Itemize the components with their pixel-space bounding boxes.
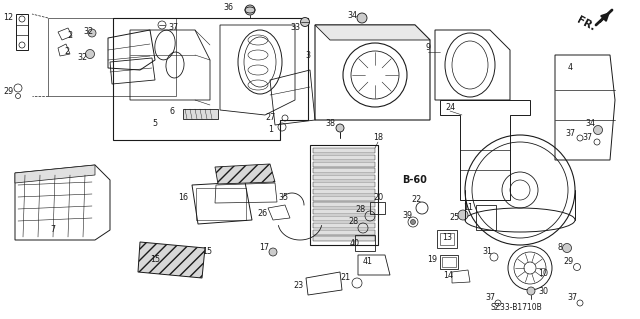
Text: 25: 25 <box>450 213 460 222</box>
Bar <box>313 189 375 194</box>
Text: 37: 37 <box>565 130 575 138</box>
Polygon shape <box>215 164 275 184</box>
Text: 23: 23 <box>293 280 303 290</box>
Circle shape <box>269 248 277 256</box>
Bar <box>440 255 458 269</box>
Bar <box>310 145 378 245</box>
Text: 14: 14 <box>443 271 453 280</box>
Text: 32: 32 <box>83 26 93 35</box>
Text: 31: 31 <box>482 248 492 256</box>
Text: 7: 7 <box>51 226 56 234</box>
Text: 15: 15 <box>150 256 160 264</box>
Text: 11: 11 <box>463 204 473 212</box>
Bar <box>313 202 375 207</box>
Text: 28: 28 <box>355 205 365 214</box>
Text: 13: 13 <box>442 233 452 241</box>
Circle shape <box>593 125 602 135</box>
Text: 30: 30 <box>538 286 548 295</box>
Text: 9: 9 <box>426 43 431 53</box>
Bar <box>313 148 375 153</box>
Bar <box>313 182 375 187</box>
Text: 37: 37 <box>567 293 577 302</box>
Polygon shape <box>138 242 205 278</box>
Circle shape <box>458 210 468 220</box>
Text: 20: 20 <box>373 192 383 202</box>
Text: 21: 21 <box>340 273 350 283</box>
Text: 34: 34 <box>347 11 357 19</box>
Text: 1: 1 <box>269 125 273 135</box>
Text: 28: 28 <box>348 218 358 226</box>
Text: 24: 24 <box>445 102 455 112</box>
Bar <box>476 205 496 230</box>
Bar <box>313 155 375 160</box>
Bar <box>440 233 454 245</box>
Bar <box>313 216 375 221</box>
Text: 37: 37 <box>582 133 592 143</box>
Text: FR.: FR. <box>575 15 597 33</box>
Text: 16: 16 <box>178 192 188 202</box>
Text: 10: 10 <box>538 269 548 278</box>
Text: 27: 27 <box>265 114 275 122</box>
Text: 37: 37 <box>168 24 178 33</box>
Bar <box>370 202 385 214</box>
Text: 34: 34 <box>585 118 595 128</box>
Circle shape <box>357 13 367 23</box>
Text: 36: 36 <box>223 4 233 12</box>
Circle shape <box>301 18 310 26</box>
Circle shape <box>245 5 255 15</box>
Circle shape <box>86 49 95 58</box>
Text: 29: 29 <box>3 87 13 97</box>
Bar <box>313 223 375 228</box>
Polygon shape <box>315 25 430 40</box>
Bar <box>313 175 375 180</box>
Text: 33: 33 <box>290 24 300 33</box>
Bar <box>313 196 375 201</box>
Text: 37: 37 <box>485 293 495 302</box>
Text: 38: 38 <box>325 118 335 128</box>
Bar <box>313 209 375 214</box>
Bar <box>313 236 375 241</box>
Bar <box>313 162 375 167</box>
Text: 41: 41 <box>363 257 373 266</box>
Circle shape <box>563 243 572 253</box>
Bar <box>48 18 176 96</box>
Text: 32: 32 <box>77 54 87 63</box>
Text: 17: 17 <box>259 243 269 253</box>
Text: 15: 15 <box>202 248 212 256</box>
Bar <box>437 230 457 248</box>
Bar <box>313 230 375 234</box>
Circle shape <box>410 219 415 225</box>
Bar <box>442 257 456 267</box>
Bar <box>313 168 375 174</box>
Bar <box>183 109 218 119</box>
Text: 39: 39 <box>402 211 412 219</box>
Text: 29: 29 <box>563 257 573 266</box>
Text: 4: 4 <box>568 63 573 72</box>
Bar <box>196 188 246 220</box>
Text: 35: 35 <box>278 194 288 203</box>
Circle shape <box>336 124 344 132</box>
Text: B-60: B-60 <box>403 175 428 185</box>
Text: 6: 6 <box>170 108 175 116</box>
Text: 2: 2 <box>67 32 72 41</box>
Text: 26: 26 <box>257 209 267 218</box>
Text: 2: 2 <box>65 48 70 56</box>
Text: 19: 19 <box>427 256 437 264</box>
Text: 18: 18 <box>373 132 383 142</box>
Text: 3: 3 <box>305 50 310 60</box>
Text: 22: 22 <box>411 196 421 204</box>
Circle shape <box>88 29 96 37</box>
Text: 12: 12 <box>3 13 13 23</box>
Text: SZ33-B1710B: SZ33-B1710B <box>490 303 542 313</box>
Polygon shape <box>15 165 95 183</box>
Circle shape <box>527 287 535 295</box>
Text: 5: 5 <box>152 120 157 129</box>
Bar <box>355 235 375 251</box>
Text: 40: 40 <box>350 239 360 248</box>
Text: 8: 8 <box>557 243 563 253</box>
